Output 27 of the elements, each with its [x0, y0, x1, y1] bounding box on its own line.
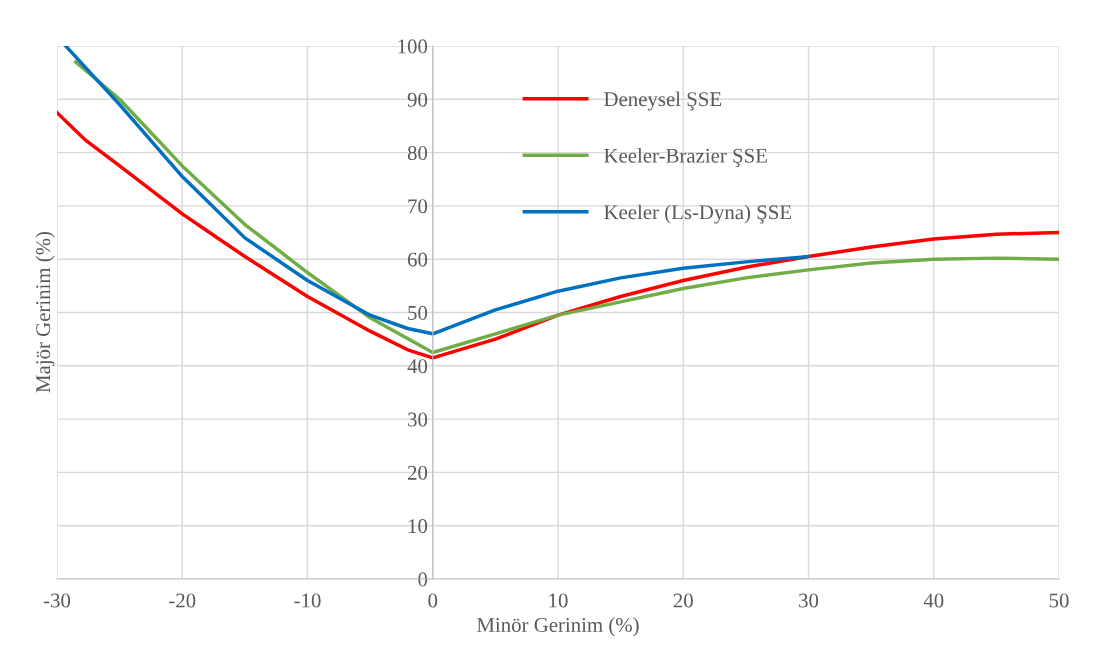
y-tick-label: 20: [407, 465, 428, 480]
y-tick-label: 30: [408, 412, 428, 427]
line-series: [74, 60, 1059, 355]
y-tick-label: 90: [407, 92, 428, 107]
line-series: [57, 110, 1059, 360]
y-tick-label: 100: [398, 39, 428, 54]
y-tick-label: 70: [408, 199, 428, 214]
x-tick-label: 40: [923, 593, 944, 608]
y-tick-label: 40: [407, 359, 428, 374]
legend-label: Keeler-Brazier ŞSE: [604, 148, 767, 167]
legend-label: Keeler (Ls-Dyna) ŞSE: [604, 204, 792, 224]
y-tick-label: 60: [407, 252, 428, 267]
x-tick-label: -30: [43, 593, 71, 608]
y-tick-label: 50: [408, 305, 428, 320]
x-tick-label: 30: [799, 593, 819, 608]
x-tick-label: -10: [294, 593, 321, 608]
legend-label: Deneysel ŞSE: [604, 91, 722, 111]
y-axis-title: Majör Gerinim (%): [35, 231, 55, 393]
y-tick-label: 0: [418, 572, 428, 587]
x-tick-label: 20: [673, 593, 693, 608]
x-tick-label: 0: [428, 593, 438, 608]
y-tick-label: 80: [407, 145, 428, 161]
x-tick-label: 50: [1049, 593, 1069, 608]
x-tick-label: -20: [169, 593, 196, 608]
x-tick-label: 10: [549, 593, 568, 608]
y-tick-label: 10: [408, 519, 428, 534]
x-axis-title: Minör Gerinim (%): [477, 617, 639, 637]
